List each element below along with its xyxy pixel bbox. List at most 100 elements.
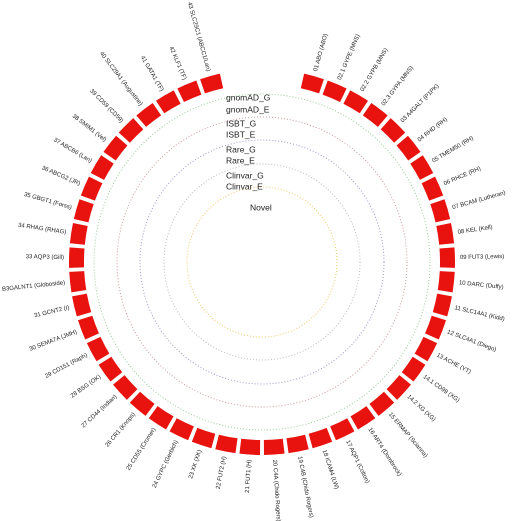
segment-label: 26 CR1 (Knops) <box>105 412 137 449</box>
segment <box>69 271 87 293</box>
segment-label: 43 SLC29C1 (ABCC1/Lan) <box>186 2 211 73</box>
track-label: gnomAD_E <box>226 104 270 114</box>
segment <box>200 73 224 94</box>
segment-label: 29 CD151 (Raph) <box>44 353 88 380</box>
segment-label: 35 GBGT1 (Forss) <box>23 192 72 211</box>
segment <box>350 406 376 430</box>
segment <box>430 199 451 223</box>
segment <box>98 356 123 382</box>
segment <box>410 155 434 180</box>
segment <box>69 247 85 268</box>
segment <box>90 155 114 180</box>
segment <box>77 315 99 340</box>
segment-label: 19 C4B (Chido Rogers) <box>296 456 314 518</box>
track-label: ISBT_E <box>226 129 256 139</box>
track-label: Novel <box>250 202 272 212</box>
track-ring <box>186 186 338 338</box>
segment-label: 06 RHCE (RH) <box>443 166 482 187</box>
segment-label: 39 CD59 (CD59) <box>88 88 124 124</box>
segment <box>308 427 333 449</box>
segment-label: 23 XK (XK) <box>188 449 203 479</box>
segment-label: 32 B3GALNT1 (Globoside) <box>0 280 65 293</box>
segment <box>369 391 395 416</box>
segment-label: 37 ABCB6 (Lan) <box>52 137 92 164</box>
segment-label: 33 AQP3 (Gill) <box>26 254 64 261</box>
segment-label: 20 C4A (Chido Rogers) <box>271 459 281 521</box>
segment-label: 13 ACHE (YT) <box>435 353 471 376</box>
segment <box>136 102 162 127</box>
track-label: gnomAD_G <box>226 92 270 102</box>
segment <box>396 135 421 161</box>
segment-label: 02.2 GYPB (MNS) <box>360 47 390 92</box>
segment <box>414 336 438 362</box>
segment-label: 01 ABO (ABO) <box>313 33 329 72</box>
segment-label: 05 TMEM50 (RH) <box>431 136 474 165</box>
segment-label: 28 BSG (OK) <box>70 374 102 399</box>
segment <box>286 434 309 454</box>
segment <box>80 176 103 201</box>
segment <box>215 434 238 454</box>
segment-label: 15 ERMAP (Scianna) <box>387 412 428 459</box>
segment <box>300 73 324 94</box>
segment-label: 27 CD44 (Indian) <box>81 394 119 429</box>
track-guides <box>93 93 431 431</box>
segment <box>191 427 216 449</box>
track-label: Clinvar_G <box>226 170 264 180</box>
segment-label: 14.1 CD99 (XG) <box>422 374 461 404</box>
segment-label: 11 SLC14A1 (Kidd) <box>454 305 505 323</box>
segment-label: 09 FUT3 (Lewis) <box>460 254 504 261</box>
segment-label: 14.2 XG (XG) <box>406 394 437 423</box>
segment <box>169 418 194 441</box>
segment-label: 10 DARC (Duffy) <box>459 280 504 291</box>
track-ring <box>163 163 361 361</box>
segment <box>86 336 110 362</box>
segment-label: 21 FUT1 (H) <box>245 459 253 493</box>
segment-label: 31 GCNT2 (I) <box>34 305 70 319</box>
segment <box>72 293 92 317</box>
segment-label: 41 GATA1 (TF) <box>139 55 164 93</box>
segment <box>73 199 94 223</box>
segment-label: 16 ART4 (Dombrock) <box>366 427 402 478</box>
track-ring <box>93 93 431 431</box>
segment-label: 34 RHAG (RHAG) <box>18 223 67 236</box>
segment-label: 30 SEMA7A (JMH) <box>29 329 78 352</box>
segment <box>118 118 144 143</box>
segment <box>239 438 261 455</box>
segment-label: 04 RHD (RH) <box>417 117 449 144</box>
segment <box>439 247 455 268</box>
segment-label: 22 FUT2 (H) <box>216 456 228 490</box>
segment-label: 40 SLC29A1 (Augustine) <box>98 51 143 107</box>
segment-label: 07 BCAM (Lutheran) <box>452 190 507 211</box>
segment <box>437 271 455 293</box>
track-label: Rare_E <box>226 155 255 165</box>
segment-label: 12 SLC4A1 (Diego) <box>446 329 497 353</box>
track-ring <box>139 139 385 385</box>
segment <box>330 418 355 441</box>
segment-label: 02.1 GYPE (MNS) <box>337 34 362 81</box>
segment <box>343 90 368 114</box>
segment <box>148 406 174 430</box>
segment-label: 36 ABCG2 (JR) <box>41 165 81 187</box>
track-label: ISBT_G <box>226 118 256 128</box>
segment-label: 02.3 GYPA (MNS) <box>381 65 415 107</box>
segment <box>436 222 455 245</box>
segment <box>113 375 138 400</box>
segment <box>156 90 181 114</box>
segment <box>362 102 388 127</box>
segment <box>69 222 88 245</box>
segment-label: 17 AQP1 (Colton) <box>344 440 370 485</box>
segment-label: 03 A4GALT (P1PK) <box>400 83 441 124</box>
segment-label: 42 KLF1 (TF) <box>168 46 187 81</box>
track-label: Rare_G <box>226 144 256 154</box>
segment <box>177 80 202 103</box>
segment <box>322 80 347 103</box>
segment <box>386 375 411 400</box>
segment-label: 24 GYPC (Gerbich) <box>152 440 180 490</box>
segment-label: 18 ICAM4 (LW) <box>321 449 340 490</box>
track-label: Clinvar_E <box>226 181 263 191</box>
segment-label: 08 KEL (Kell) <box>457 225 493 236</box>
segment-label: 38 SMIM1 (Vel) <box>71 113 107 143</box>
segment <box>432 293 452 317</box>
segment <box>425 315 447 340</box>
